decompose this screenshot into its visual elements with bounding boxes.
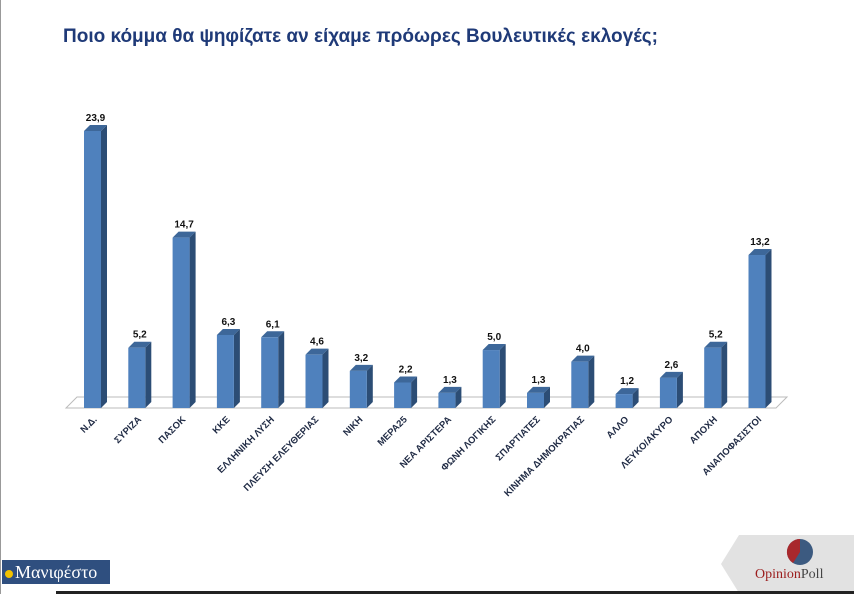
bar	[349, 370, 367, 408]
category-label: ΣΥΡΙΖΑ	[112, 414, 144, 446]
logo-poll: Poll	[800, 567, 824, 582]
bar	[659, 377, 677, 408]
bar	[704, 347, 722, 408]
bar-side	[544, 386, 550, 408]
manifesto-logo-text: Μανιφέστο	[15, 562, 98, 582]
bar-top	[482, 344, 506, 351]
bar-top	[261, 331, 285, 338]
bar-top	[172, 231, 196, 238]
bar-top	[349, 364, 373, 371]
bar	[128, 347, 146, 408]
data-label: 4,0	[576, 344, 590, 355]
bar-top	[394, 376, 418, 383]
category-label: ΣΠΑΡΤΙΑΤΕΣ	[494, 414, 543, 463]
data-label: 4,6	[310, 337, 324, 348]
bar-side	[411, 376, 418, 408]
bar-side	[145, 341, 152, 408]
opinionpoll-logo: OpinionPoll	[755, 567, 823, 583]
bar-top	[527, 386, 550, 393]
bar-side	[233, 328, 240, 408]
category-label: ΝΙΚΗ	[341, 414, 365, 438]
category-label: ΠΛΕΥΣΗ ΕΛΕΥΘΕΡΙΑΣ	[242, 414, 322, 494]
data-label: 1,3	[532, 375, 546, 386]
category-label: Ν.Δ.	[78, 414, 99, 435]
data-label: 5,2	[709, 330, 723, 341]
data-label: 14,7	[174, 220, 194, 231]
data-label: 6,3	[221, 317, 235, 328]
bar-top	[615, 388, 639, 395]
chart-title: Ποιο κόμμα θα ψηφίζατε αν είχαμε πρόωρες…	[63, 26, 659, 47]
bar	[482, 350, 500, 408]
bar-side	[101, 125, 107, 408]
bar	[84, 131, 101, 408]
bar	[172, 237, 190, 408]
category-label: ΚΙΝΗΜΑ ΔΗΜΟΚΡΑΤΙΑΣ	[502, 414, 587, 499]
bar-top	[305, 348, 329, 355]
bar-top	[571, 355, 595, 362]
data-label: 1,2	[620, 376, 634, 387]
bar-side	[765, 249, 772, 408]
category-label: ΜΕΡΑ25	[376, 414, 411, 449]
bar	[216, 334, 234, 408]
category-label: ΑΛΛΟ	[605, 414, 632, 441]
data-label: 2,2	[399, 365, 413, 376]
data-label: 13,2	[750, 237, 770, 248]
bar	[748, 255, 766, 408]
bar-side	[499, 344, 506, 408]
category-label: ΑΠΟΧΗ	[688, 414, 720, 446]
bar-top	[128, 341, 152, 348]
bar-top	[84, 125, 107, 131]
opinionpoll-logo-bg	[721, 535, 854, 593]
data-label: 2,6	[664, 360, 678, 371]
category-label: ΚΚΕ	[211, 414, 233, 436]
bar-side	[322, 348, 329, 408]
bar	[527, 392, 544, 408]
bar-side	[632, 388, 639, 408]
bar-side	[278, 331, 285, 408]
category-label: ΠΑΣΟΚ	[157, 414, 189, 446]
bar-side	[588, 355, 595, 408]
logo-opinion: Opinion	[755, 567, 801, 582]
data-label: 3,2	[354, 353, 368, 364]
bar-side	[366, 364, 373, 408]
bar-top	[704, 341, 728, 348]
data-label: 6,1	[266, 319, 280, 330]
bar-side	[455, 386, 462, 408]
data-label: 1,3	[443, 375, 457, 386]
bar	[615, 394, 633, 408]
data-label: 5,2	[133, 330, 147, 341]
bar-side	[721, 341, 728, 408]
bar-side	[189, 231, 196, 408]
manifesto-logo: Μανιφέστο	[2, 560, 110, 584]
bar	[438, 392, 456, 408]
footer-line	[56, 591, 854, 594]
bar	[261, 337, 279, 408]
bar	[394, 382, 412, 408]
bar-top	[438, 386, 462, 393]
bar	[305, 354, 323, 408]
bar-top	[216, 328, 240, 335]
bar	[571, 361, 589, 408]
bar-side	[676, 371, 683, 408]
data-label: 23,9	[86, 113, 106, 124]
bar-top	[748, 249, 772, 256]
data-label: 5,0	[487, 332, 501, 343]
bar-top	[659, 371, 683, 378]
